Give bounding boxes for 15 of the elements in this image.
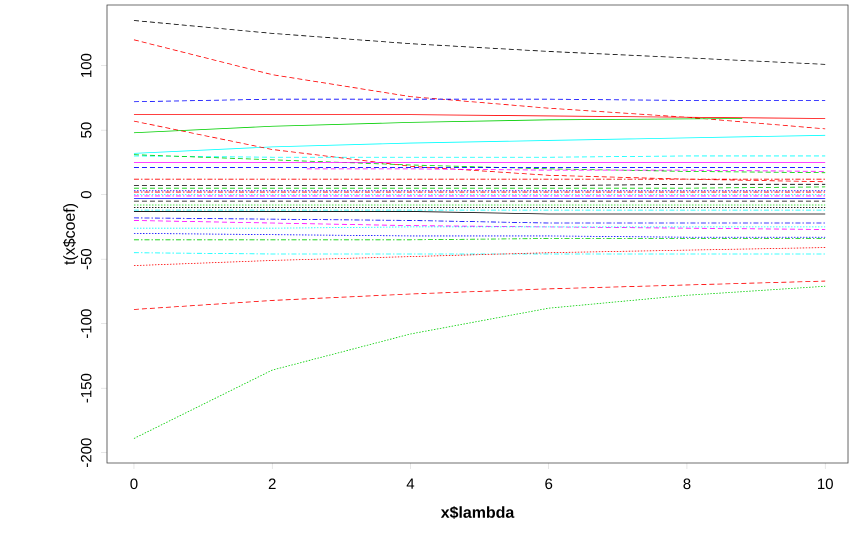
y-tick-label: -150	[80, 374, 92, 402]
y-tick-label: 100	[80, 54, 92, 77]
x-tick-label: 0	[130, 478, 138, 490]
y-tick-label: -200	[80, 438, 92, 467]
y-axis-title: t(x$coef)	[62, 204, 78, 265]
y-tick-label: -100	[80, 309, 92, 338]
y-tick-label: 50	[80, 122, 92, 138]
x-tick-label: 8	[683, 478, 690, 490]
y-tick-label: -50	[80, 248, 92, 270]
x-axis-title: x$lambda	[440, 506, 514, 519]
y-tick-label: 0	[80, 191, 92, 198]
x-tick-label: 4	[406, 478, 414, 489]
x-tick-label: 6	[545, 478, 552, 490]
x-tick-label: 2	[268, 478, 276, 489]
x-tick-label: 10	[818, 478, 833, 490]
